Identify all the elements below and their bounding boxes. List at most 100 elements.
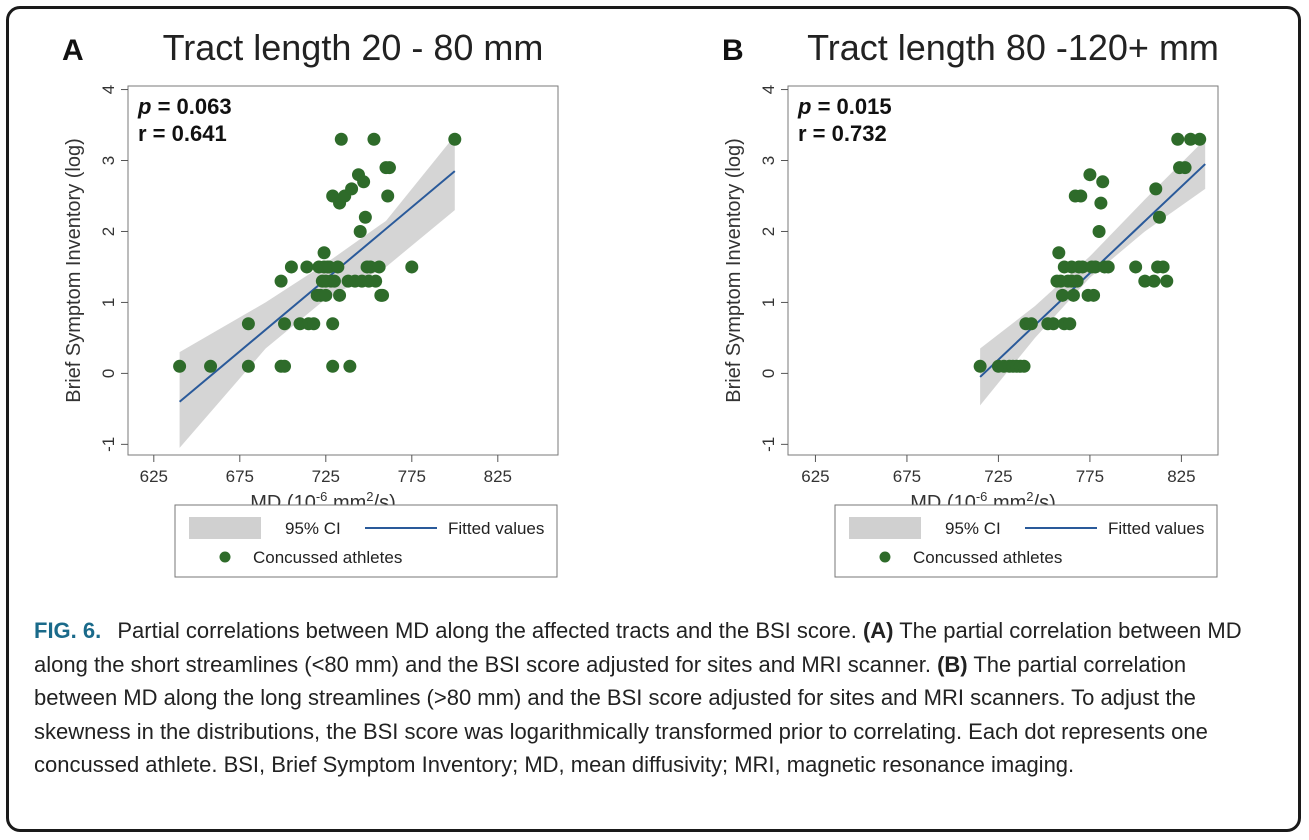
stat-p-value: p = 0.015 bbox=[797, 94, 892, 119]
data-point bbox=[278, 359, 292, 373]
data-point bbox=[331, 260, 345, 274]
x-tick-label: 825 bbox=[1167, 467, 1195, 486]
legend-ci-label: 95% CI bbox=[945, 519, 1001, 538]
y-tick-label: 2 bbox=[759, 227, 778, 236]
data-point bbox=[353, 224, 367, 238]
data-point bbox=[1076, 260, 1090, 274]
data-point bbox=[1087, 288, 1101, 302]
data-point bbox=[1017, 359, 1031, 373]
data-point bbox=[448, 132, 462, 146]
data-point bbox=[1129, 260, 1143, 274]
data-point bbox=[241, 317, 255, 331]
x-tick-label: 625 bbox=[140, 467, 168, 486]
caption-b-text: The partial correlation between MD along… bbox=[34, 651, 1208, 778]
chart-panel-b: B Tract length 80 -120+ mm 625 675 725 775 825… bbox=[700, 18, 1260, 578]
y-tick-label: 4 bbox=[759, 85, 778, 94]
data-point bbox=[369, 274, 383, 288]
x-tick-label: 625 bbox=[801, 467, 829, 486]
chart-b-svg: B Tract length 80 -120+ mm 625 675 725 775 825… bbox=[722, 27, 1219, 578]
data-point bbox=[1094, 196, 1108, 210]
figure-caption: FIG. 6. Partial correlations between MD … bbox=[34, 614, 1274, 782]
caption-b-label: (B) bbox=[937, 651, 968, 677]
data-point bbox=[307, 317, 321, 331]
x-tick-label: 675 bbox=[893, 467, 921, 486]
data-point bbox=[1024, 317, 1038, 331]
data-point bbox=[334, 132, 348, 146]
x-tick-label: 725 bbox=[312, 467, 340, 486]
data-point bbox=[1178, 161, 1192, 175]
data-point bbox=[343, 359, 357, 373]
data-point bbox=[1171, 132, 1185, 146]
x-tick-label: 775 bbox=[1076, 467, 1104, 486]
legend-fit-label: Fitted values bbox=[1108, 519, 1204, 538]
data-point bbox=[326, 359, 340, 373]
data-point bbox=[358, 210, 372, 224]
data-point bbox=[278, 317, 292, 331]
data-point bbox=[1152, 210, 1166, 224]
data-point bbox=[1149, 182, 1163, 196]
y-axis-label: Brief Symptom Inventory (log) bbox=[63, 138, 85, 403]
data-point bbox=[1063, 317, 1077, 331]
data-point bbox=[173, 359, 187, 373]
data-point bbox=[357, 175, 371, 189]
y-tick-label: 4 bbox=[99, 85, 118, 94]
stat-p-value: p = 0.063 bbox=[137, 94, 232, 119]
data-point bbox=[1052, 246, 1066, 260]
data-point bbox=[1070, 274, 1084, 288]
chart-title: Tract length 80 -120+ mm bbox=[807, 27, 1219, 68]
figure-label: FIG. 6. bbox=[34, 618, 102, 643]
legend-points-swatch bbox=[219, 551, 231, 563]
legend-points-swatch bbox=[879, 551, 891, 563]
data-point bbox=[326, 317, 340, 331]
x-tick-label: 725 bbox=[984, 467, 1012, 486]
caption-a-label: (A) bbox=[862, 618, 894, 643]
data-point bbox=[345, 182, 359, 196]
figure-frame bbox=[6, 6, 1301, 832]
data-point bbox=[1055, 288, 1069, 302]
stat-r-value: r = 0.732 bbox=[798, 121, 887, 146]
data-point bbox=[1101, 260, 1115, 274]
plot-area bbox=[787, 85, 1219, 456]
data-point bbox=[241, 359, 255, 373]
y-tick-label: 0 bbox=[99, 369, 118, 378]
data-point bbox=[381, 189, 395, 203]
data-point bbox=[317, 246, 331, 260]
panel-letter: A bbox=[62, 34, 84, 67]
y-tick-label: 3 bbox=[99, 156, 118, 165]
legend-ci-swatch bbox=[849, 517, 921, 539]
data-point bbox=[1147, 274, 1161, 288]
data-point bbox=[372, 260, 386, 274]
data-point bbox=[1156, 260, 1170, 274]
x-tick-label: 825 bbox=[484, 467, 512, 486]
legend-fit-label: Fitted values bbox=[448, 519, 544, 538]
data-point bbox=[300, 260, 314, 274]
y-tick-label: -1 bbox=[99, 437, 118, 452]
data-point bbox=[1066, 288, 1080, 302]
x-tick-label: 675 bbox=[226, 467, 254, 486]
data-point bbox=[376, 288, 390, 302]
data-point bbox=[1138, 274, 1152, 288]
data-point bbox=[319, 288, 333, 302]
y-tick-label: 0 bbox=[759, 369, 778, 378]
data-point bbox=[284, 260, 298, 274]
legend-ci-swatch bbox=[189, 517, 261, 539]
data-point bbox=[1083, 168, 1097, 182]
caption-intro: Partial correlations between MD along th… bbox=[117, 618, 857, 643]
y-tick-label: 1 bbox=[759, 298, 778, 307]
chart-title: Tract length 20 - 80 mm bbox=[163, 27, 544, 68]
data-point bbox=[1074, 189, 1088, 203]
data-point bbox=[1193, 132, 1207, 146]
legend-points-label: Concussed athletes bbox=[253, 548, 402, 567]
data-point bbox=[327, 274, 341, 288]
stat-r-value: r = 0.641 bbox=[138, 121, 227, 146]
data-point bbox=[973, 359, 987, 373]
y-tick-label: 1 bbox=[99, 298, 118, 307]
data-point bbox=[382, 161, 396, 175]
data-point bbox=[333, 288, 347, 302]
y-tick-label: 3 bbox=[759, 156, 778, 165]
legend-ci-label: 95% CI bbox=[285, 519, 341, 538]
x-tick-label: 775 bbox=[398, 467, 426, 486]
y-tick-label: 2 bbox=[99, 227, 118, 236]
data-point bbox=[1092, 224, 1106, 238]
data-point bbox=[1096, 175, 1110, 189]
